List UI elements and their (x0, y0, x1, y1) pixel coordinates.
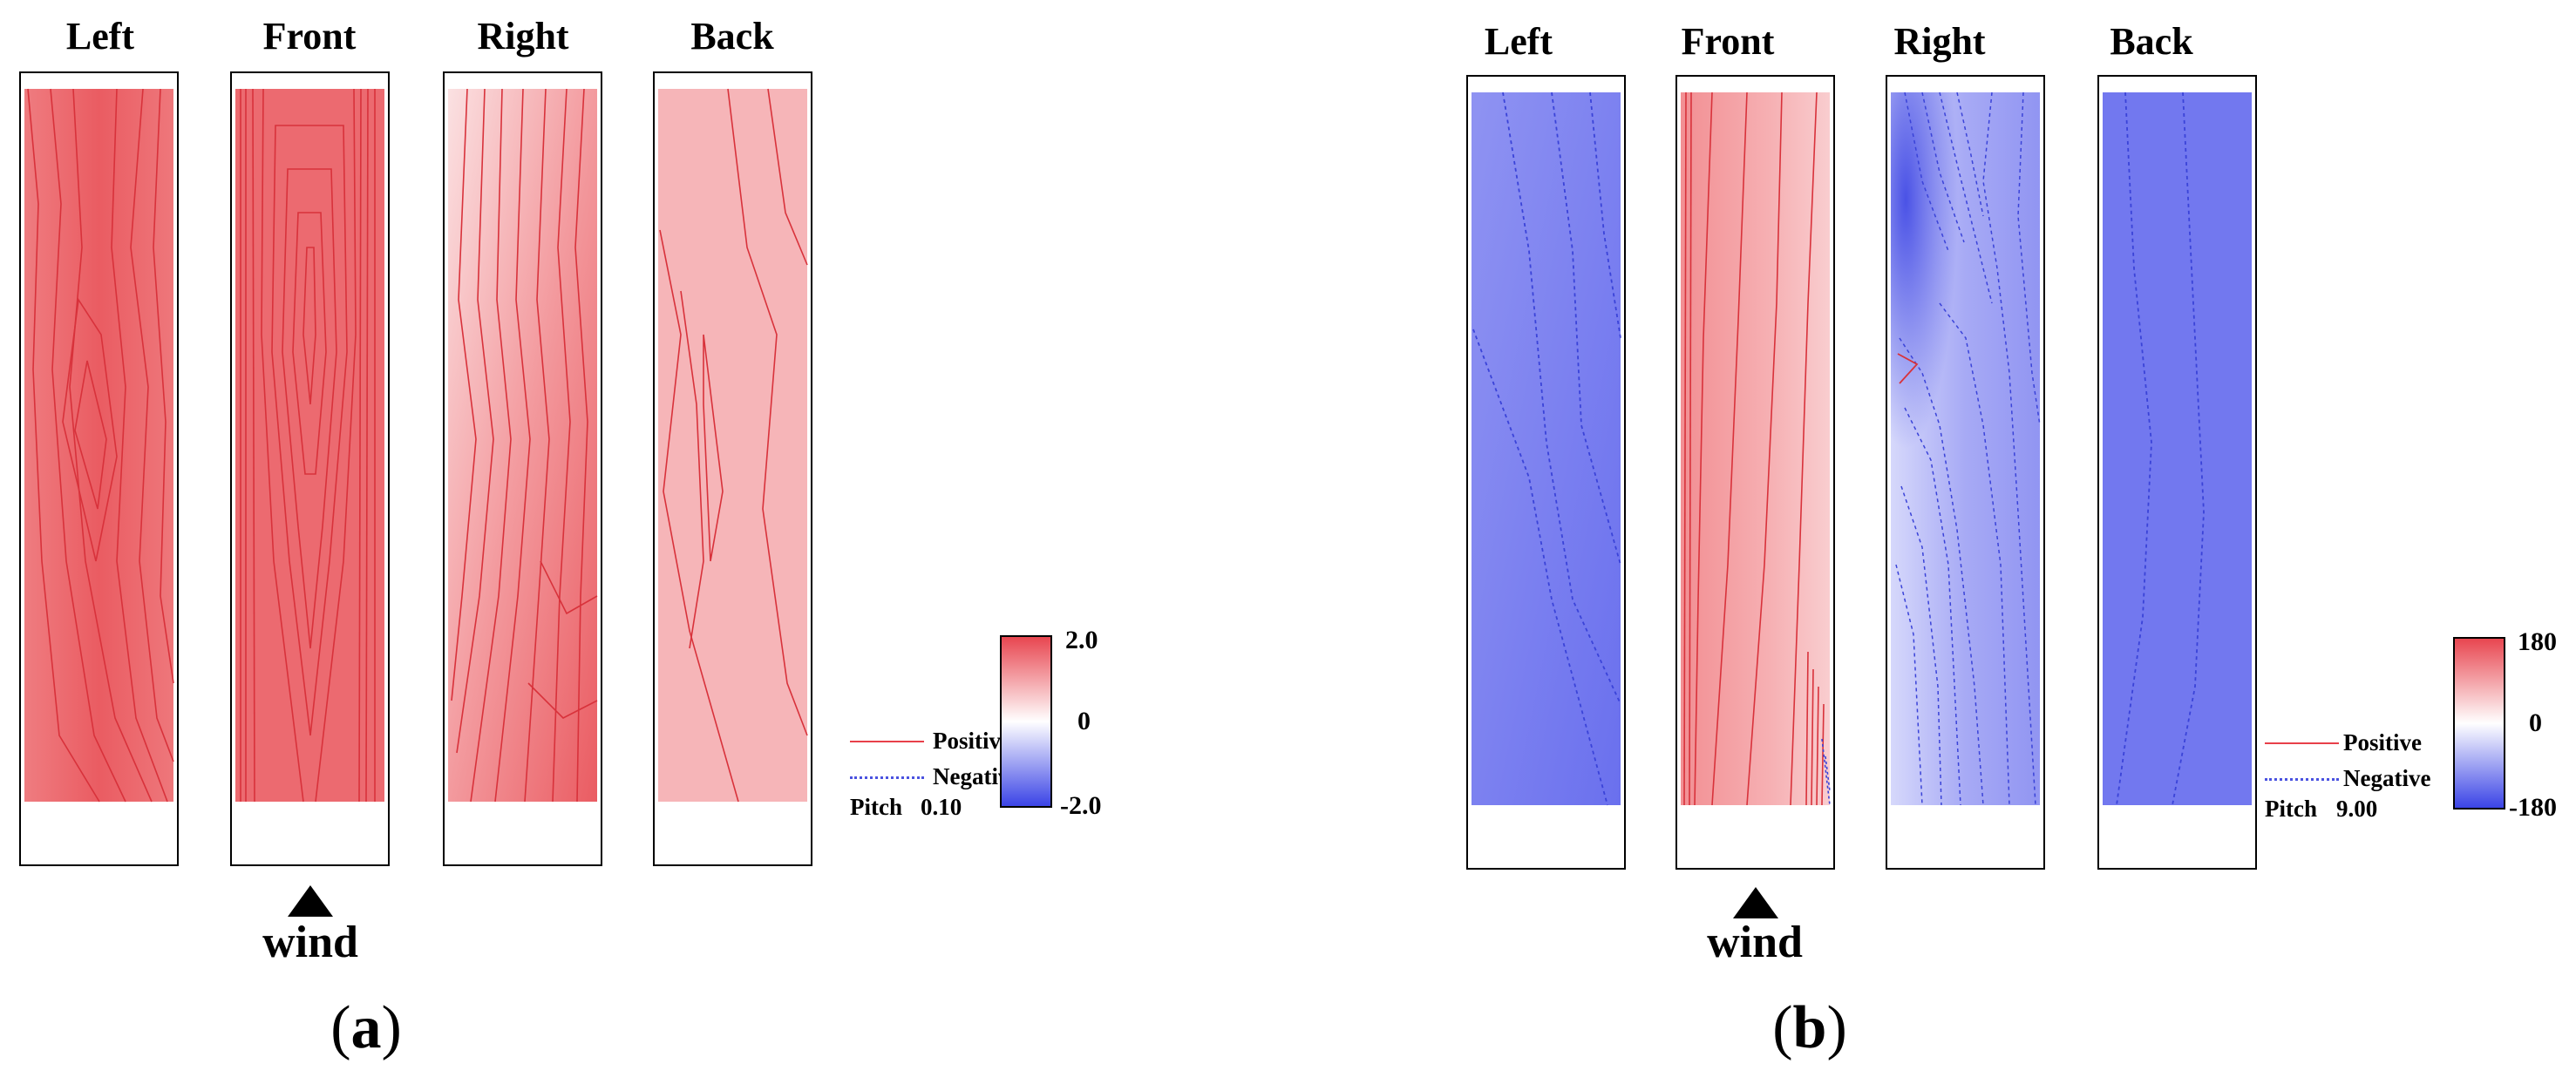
wind-label: wind (262, 918, 358, 967)
legend-negative: Negative (2343, 765, 2431, 791)
contour-left-face (1466, 75, 1626, 870)
colorbar-max: 2.0 (1065, 626, 1098, 654)
face-title-left: Left (1484, 20, 1553, 63)
face-title-back: Back (690, 15, 774, 58)
colorbar-max: 180 (2518, 627, 2557, 656)
negative-line-icon (2265, 778, 2339, 781)
contour-front-face (1675, 75, 1835, 870)
contour-front-face (230, 71, 390, 866)
wind-arrow-icon (1733, 887, 1778, 918)
colorbar-mid: 0 (1077, 707, 1091, 735)
face-title-left: Left (65, 15, 135, 58)
contour-right-face (443, 71, 602, 866)
colorbar-mid: 0 (2529, 708, 2542, 737)
positive-line-icon (2265, 742, 2339, 744)
face-title-front: Front (262, 15, 357, 58)
face-title-front: Front (1681, 20, 1775, 63)
contour-right-face (1886, 75, 2045, 870)
positive-line-icon (850, 741, 924, 742)
legend-positive: Positive (2343, 729, 2422, 755)
colorbar-min: -180 (2509, 793, 2557, 822)
contour-back-face (653, 71, 812, 866)
wind-label: wind (1707, 918, 1803, 967)
negative-line-icon (850, 776, 924, 779)
face-title-right: Right (1893, 20, 1986, 63)
contour-back-face (2097, 75, 2257, 870)
panel-letter: a (350, 994, 382, 1061)
legend-pitch-value: 9.00 (2336, 796, 2378, 822)
panel-letter: b (1792, 994, 1827, 1061)
face-title-back: Back (2110, 20, 2193, 63)
legend-pitch-label: Pitch (850, 794, 902, 820)
legend-positive: Positive (933, 728, 1011, 754)
colorbar-min: -2.0 (1060, 791, 1102, 820)
legend-pitch-value: 0.10 (921, 794, 962, 820)
panel-label: (a) (330, 994, 402, 1061)
colorbar (2453, 637, 2505, 810)
face-title-right: Right (477, 15, 569, 58)
colorbar (1000, 635, 1052, 808)
panel-label: (b) (1772, 994, 1847, 1061)
contour-left-face (19, 71, 179, 866)
wind-arrow-icon (288, 885, 333, 917)
legend-pitch-label: Pitch (2265, 796, 2317, 822)
